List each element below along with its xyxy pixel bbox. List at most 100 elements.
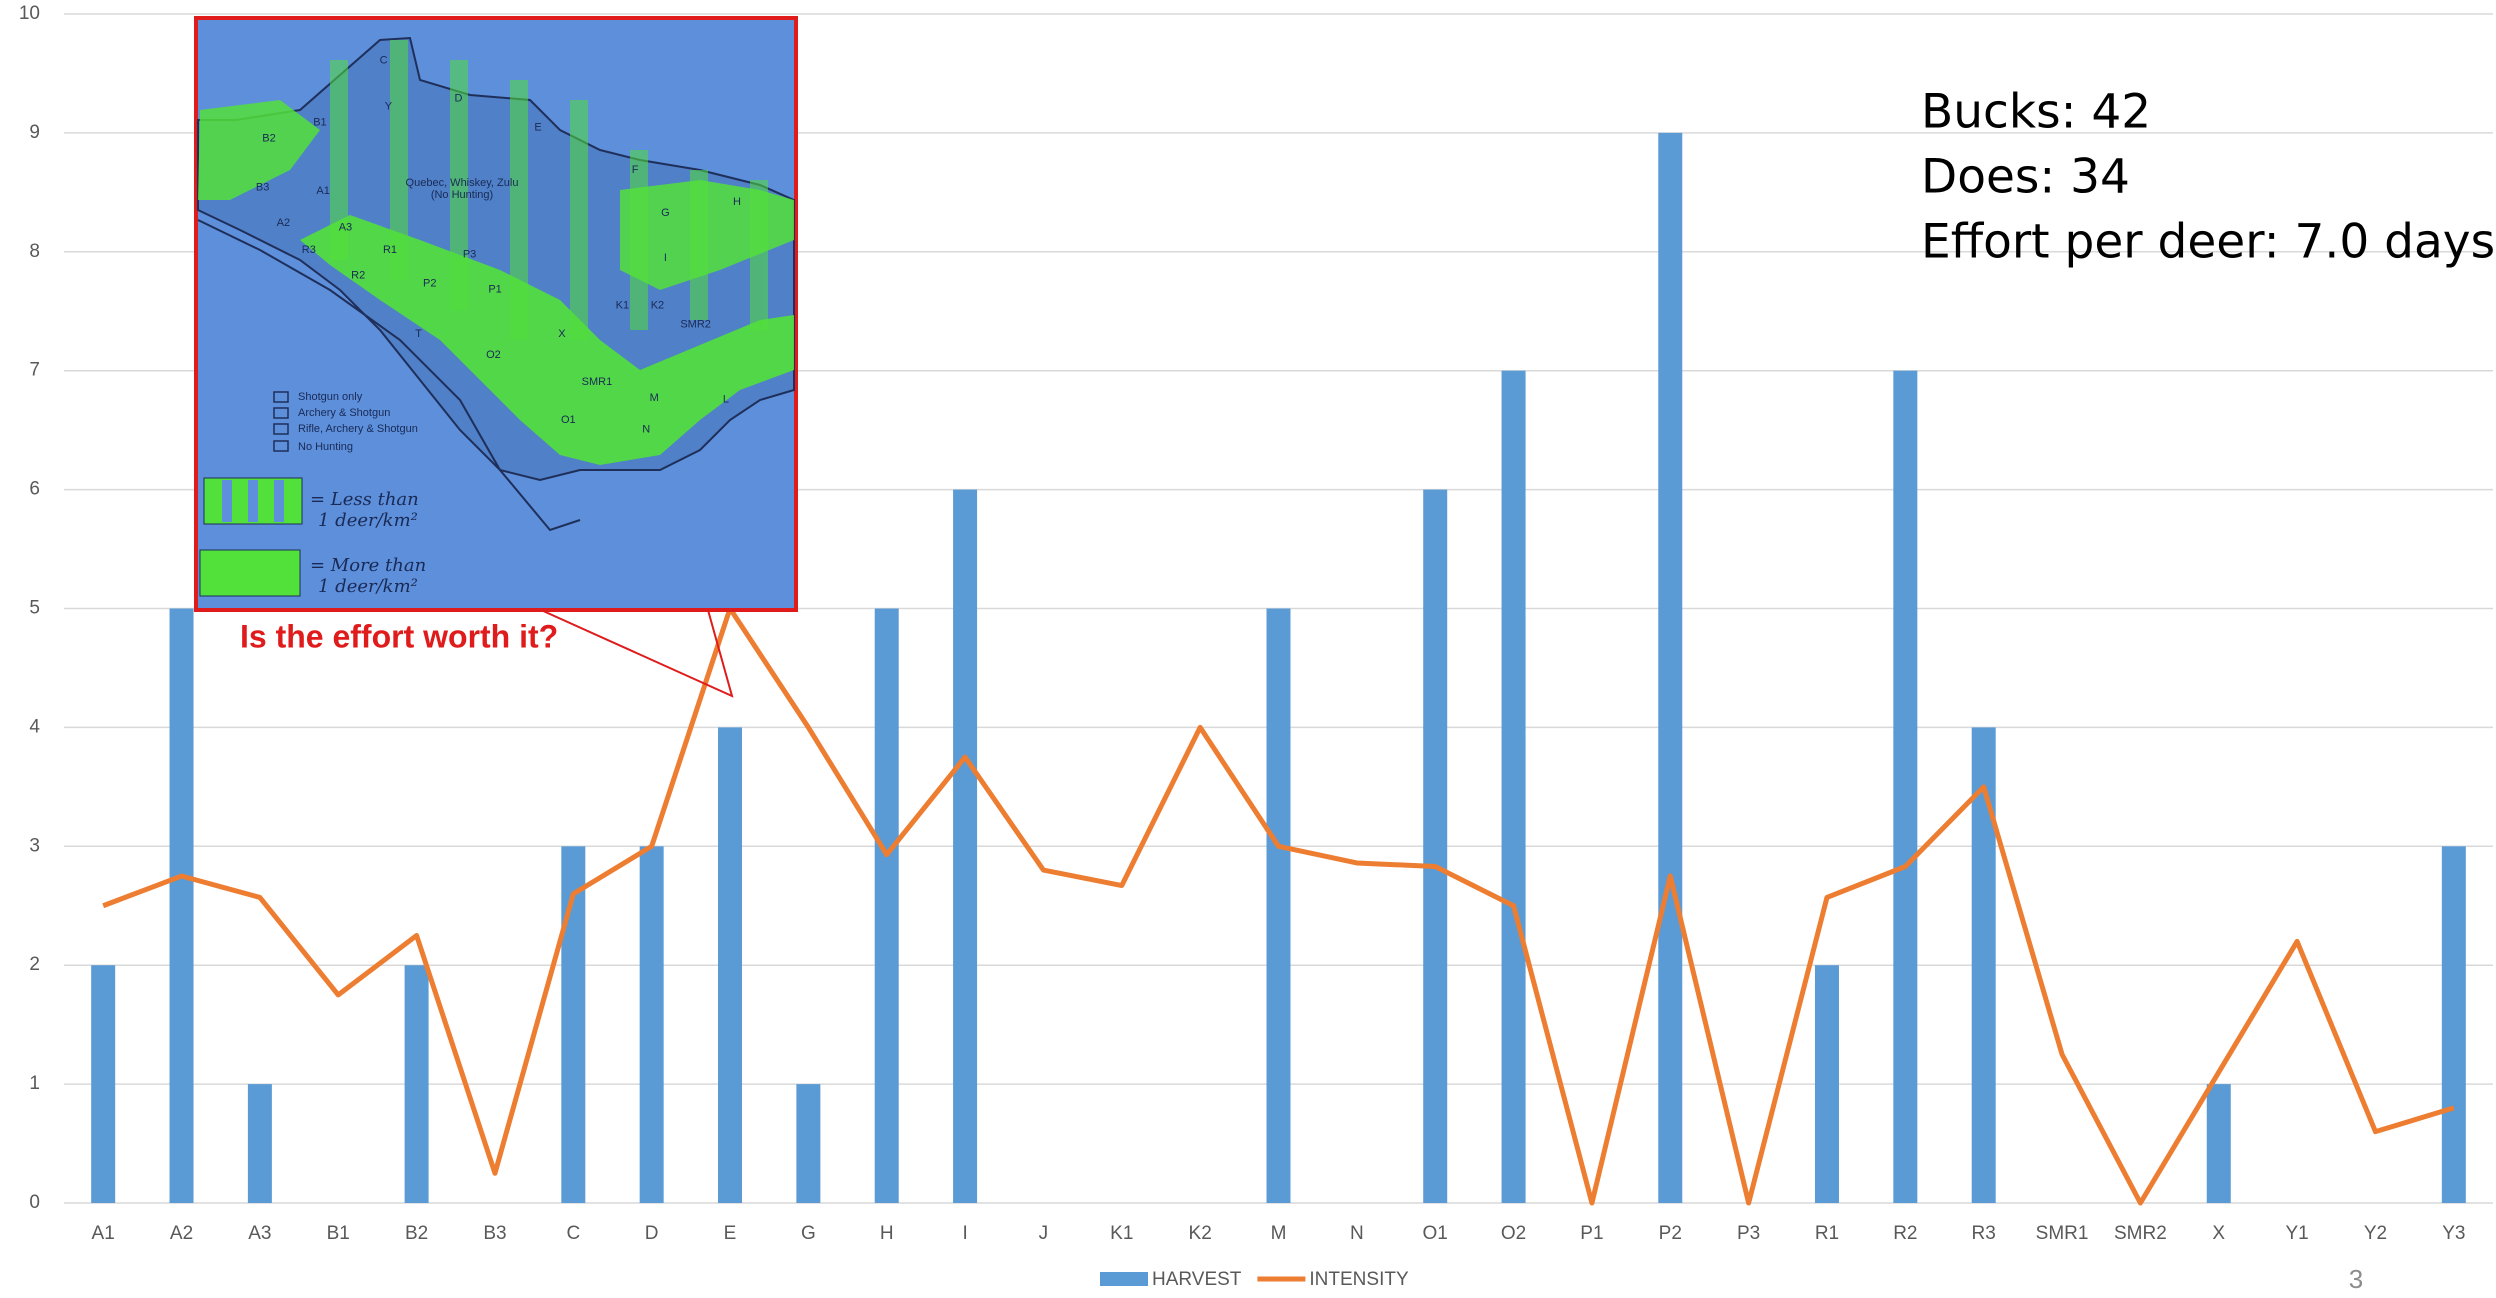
map-legend: No Hunting [298,441,353,453]
x-tick-label: Y2 [2364,1223,2387,1244]
map-legend: Shotgun only [298,391,363,403]
bar [1267,609,1291,1204]
callout [541,610,732,696]
bar [405,965,429,1203]
x-tick-label: Y3 [2442,1223,2465,1244]
y-tick-label: 10 [19,3,40,24]
legend-label: INTENSITY [1309,1269,1409,1290]
bar [1502,371,1526,1203]
y-tick-label: 6 [29,479,40,500]
x-tick-label: N [1350,1223,1364,1244]
x-tick-label: R2 [1893,1223,1917,1244]
x-tick-label: P2 [1659,1223,1682,1244]
x-tick-label: C [566,1223,580,1244]
x-tick-label: K1 [1110,1223,1133,1244]
map-region-label: B2 [262,132,275,144]
annotation: Does: 34 [1921,150,2130,205]
hand-note: 1 deer/km² [318,576,418,597]
x-tick-label: O1 [1423,1223,1448,1244]
map-region-label: D [454,93,462,105]
bar [1658,133,1682,1203]
x-tick-label: B1 [327,1223,350,1244]
x-tick-label: P1 [1580,1223,1603,1244]
x-tick-label: D [645,1223,659,1244]
y-tick-label: 4 [29,716,40,737]
legend-swatch [1100,1272,1148,1286]
x-tick-label: J [1039,1223,1049,1244]
bar [170,609,194,1204]
map-inset: Quebec, Whiskey, Zulu (No Hunting) Shotg… [196,18,796,610]
y-tick-label: 1 [29,1073,40,1094]
bar [248,1084,272,1203]
map-region-label: P1 [488,284,501,296]
map-region-label: SMR1 [582,376,613,388]
x-tick-label: B3 [483,1223,506,1244]
y-tick-label: 8 [29,241,40,262]
callout-text: Is the effort worth it? [240,618,558,654]
map-legend: Rifle, Archery & Shotgun [298,423,418,435]
hand-swatch-stripes [222,480,284,522]
map-region-label: G [661,207,670,219]
hand-note: 1 deer/km² [318,510,418,531]
map-legend: Archery & Shotgun [298,407,390,419]
x-tick-label: A3 [248,1223,271,1244]
x-tick-label: I [962,1223,967,1244]
bar [640,846,664,1203]
map-region-label: Y [385,101,393,113]
hand-swatch [200,550,300,596]
map-region-label: P3 [463,249,476,261]
map-label: (No Hunting) [431,189,493,201]
map-region-label: L [723,393,729,405]
x-tick-label: B2 [405,1223,428,1244]
map-region-label: M [650,392,659,404]
x-tick-label: X [2212,1223,2225,1244]
map-region-label: O2 [486,349,501,361]
map-region-label: N [642,424,650,436]
legend-label: HARVEST [1152,1269,1242,1290]
bar [875,609,899,1204]
x-tick-label: G [801,1223,816,1244]
x-tick-label: E [724,1223,737,1244]
map-region-label: F [632,164,639,176]
y-tick-label: 3 [29,835,40,856]
bar [2207,1084,2231,1203]
map-region-label: A2 [277,217,290,229]
bar [91,965,115,1203]
hand-note: = More than [310,555,426,576]
map-region-label: B1 [313,116,326,128]
map-region-label: R2 [351,269,365,281]
slide: 012345678910A1A2A3B1B2B3CDEGHIJK1K2MNO1O… [0,0,2496,1298]
map-region-label: K1 [616,300,629,312]
y-tick-label: 7 [29,360,40,381]
x-tick-label: H [880,1223,894,1244]
x-tick-label: O2 [1501,1223,1526,1244]
legend: HARVEST INTENSITY [1100,1269,1409,1290]
y-tick-label: 9 [29,122,40,143]
x-tick-label: A2 [170,1223,193,1244]
map-region-label: SMR2 [680,319,711,331]
map-region-label: A1 [316,185,329,197]
x-tick-label: M [1271,1223,1287,1244]
hand-note: = Less than [310,489,419,510]
annotation: Effort per deer: 7.0 days [1921,215,2495,270]
y-tick-label: 2 [29,954,40,975]
map-region-label: T [415,328,422,340]
bar [718,727,742,1203]
x-tick-label: SMR2 [2114,1223,2167,1244]
y-tick-label: 0 [29,1192,40,1213]
x-tick-label: P3 [1737,1223,1760,1244]
x-tick-label: Y1 [2285,1223,2308,1244]
map-region-label: H [733,196,741,208]
bar [1423,490,1447,1203]
bar [1815,965,1839,1203]
map-region-label: B3 [256,182,269,194]
map-region-label: E [534,121,541,133]
x-tick-label: K2 [1189,1223,1212,1244]
annotation: Bucks: 42 [1921,85,2151,140]
map-region-label: X [558,328,566,340]
bar [1893,371,1917,1203]
bar [2442,846,2466,1203]
map-region-label: C [380,54,388,66]
bar [796,1084,820,1203]
map-label: Quebec, Whiskey, Zulu [406,177,519,189]
